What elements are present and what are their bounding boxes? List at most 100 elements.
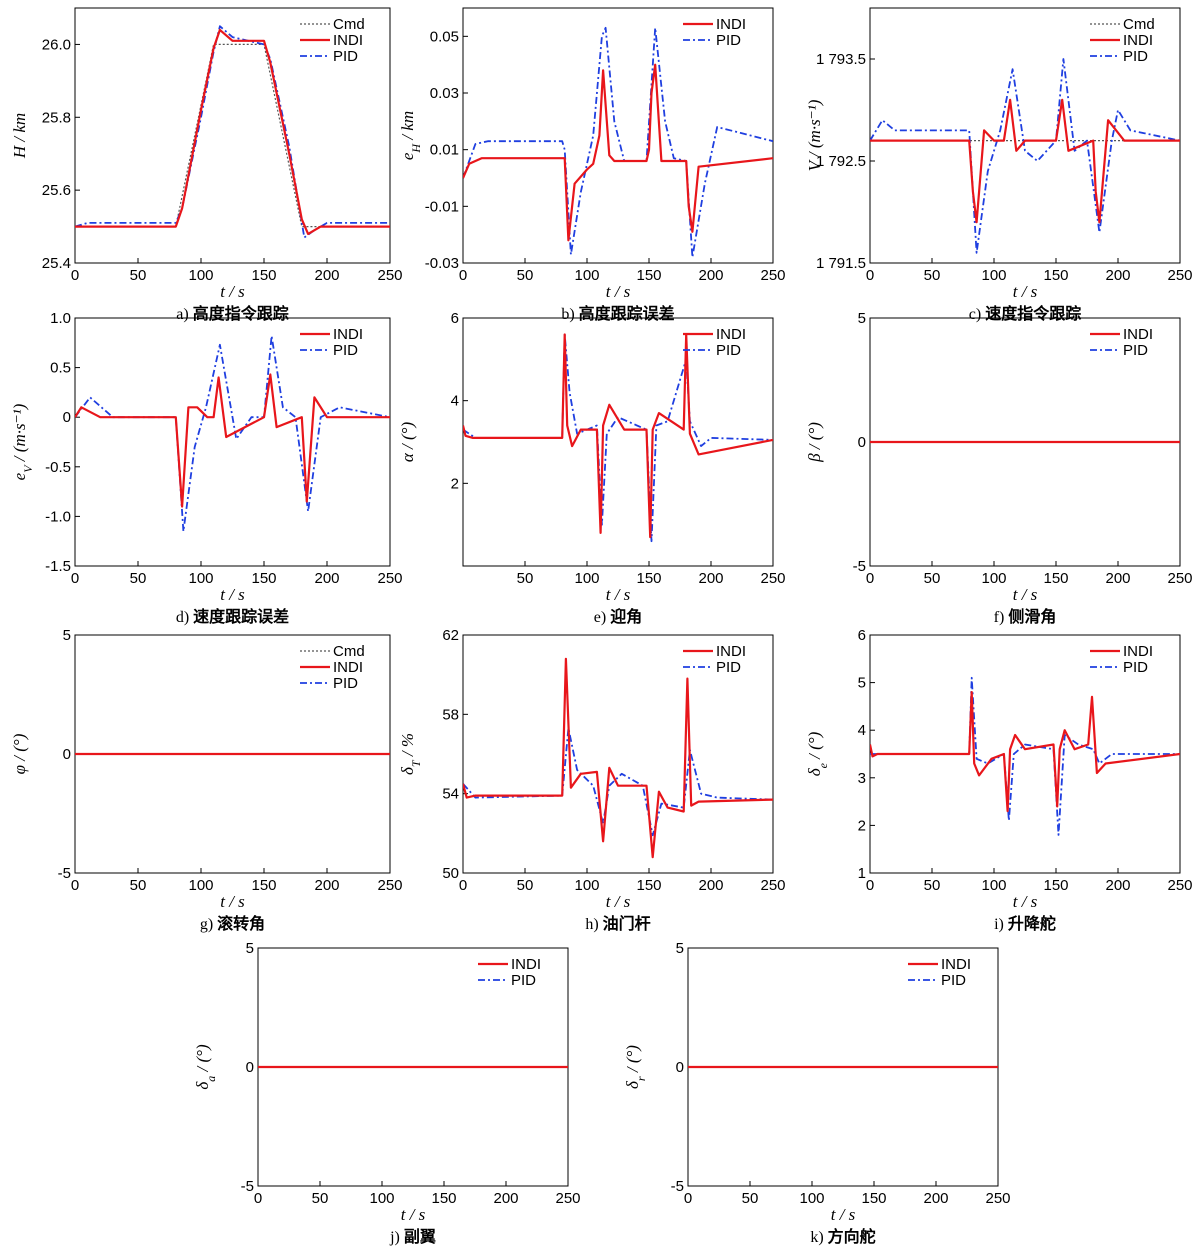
panel-h-axes-frame: [462, 634, 774, 874]
panel-g-x-axis-label: t / s: [220, 892, 245, 911]
panel-c-legend-label-cmd: Cmd: [1123, 16, 1155, 33]
panel-b-y-axis-label: eH / km: [398, 111, 423, 160]
panel-f-y-tick-label: 5: [858, 310, 866, 327]
panel-h-y-axis-label: δT / %: [398, 733, 423, 775]
panel-k-x-axis-label: t / s: [831, 1205, 856, 1224]
panel-b-y-tick-label: -0.01: [425, 198, 459, 215]
panel-h-series-pid: [463, 727, 773, 837]
panel-g-x-tick-label: 150: [251, 877, 276, 894]
panel-k-x-tick-label: 50: [742, 1190, 759, 1207]
panel-k-y-tick-label: 5: [676, 940, 684, 957]
panel-b-y-tick-label: 0.03: [430, 85, 459, 102]
panel-g-x-tick-label: 200: [314, 877, 339, 894]
panel-e-x-tick-label: 250: [760, 570, 785, 587]
panel-k-legend-label-indi: INDI: [941, 956, 971, 973]
panel-f-caption: f) 侧滑角: [994, 607, 1057, 626]
panel-i-y-tick-label: 1: [858, 865, 866, 882]
panel-c-x-tick-label: 250: [1167, 267, 1192, 284]
panel-c-y-tick-label: 1 791.5: [816, 255, 866, 272]
panel-h-x-tick-label: 150: [636, 877, 661, 894]
panel-b-series-indi: [463, 63, 773, 242]
panel-j-x-tick-label: 250: [555, 1190, 580, 1207]
panel-j-legend-label-indi: INDI: [511, 956, 541, 973]
panel-i-series-indi: [870, 690, 1180, 813]
panel-f-legend-label-indi: INDI: [1123, 326, 1153, 343]
panel-d-x-tick-label: 50: [130, 570, 147, 587]
panel-g-y-tick-label: 0: [63, 746, 71, 763]
panel-b-x-tick-label: 250: [760, 267, 785, 284]
panel-f-x-tick-label: 200: [1105, 570, 1130, 587]
panel-h-x-axis-label: t / s: [606, 892, 631, 911]
panel-d-y-tick-label: 0: [63, 409, 71, 426]
panel-d-y-tick-label: -1.0: [45, 508, 71, 525]
panel-c-x-tick-label: 50: [924, 267, 941, 284]
panel-d-axes-frame: [74, 317, 391, 567]
panel-e-x-axis-label: t / s: [606, 585, 631, 604]
panel-k-x-tick-label: 250: [985, 1190, 1010, 1207]
panel-g-y-tick-label: -5: [58, 865, 71, 882]
panel-a-axes-frame: [74, 7, 391, 264]
panel-f-x-tick-label: 100: [981, 570, 1006, 587]
panel-g-y-tick-label: 5: [63, 627, 71, 644]
panel-a-x-tick-label: 150: [251, 267, 276, 284]
panel-j-x-tick-label: 150: [431, 1190, 456, 1207]
panel-g-legend-label-cmd: Cmd: [333, 643, 365, 660]
panel-j-y-tick-label: 5: [246, 940, 254, 957]
panel-g-y-axis-label: φ / (°): [10, 733, 29, 774]
panel-d-y-axis-label: eV / (m·s⁻¹): [10, 403, 35, 480]
panel-e-legend-label-indi: INDI: [716, 326, 746, 343]
panel-i-series-pid: [870, 676, 1180, 836]
panel-i-y-tick-label: 5: [858, 675, 866, 692]
panel-e-y-tick-label: 4: [451, 393, 459, 410]
panel-d-x-tick-label: 0: [71, 570, 79, 587]
panel-a-series-cmd: [75, 43, 390, 228]
panel-h-y-tick-label: 58: [442, 706, 459, 723]
panel-h-x-tick-label: 100: [574, 877, 599, 894]
panel-h-legend-label-pid: PID: [716, 659, 741, 676]
panel-c: 0 50 100 150 200 250 1 791.5 1 792.5 1 793.5 CmdI…: [805, 7, 1193, 323]
panel-c-series-indi: [870, 98, 1180, 224]
panel-i-x-tick-label: 100: [981, 877, 1006, 894]
panel-k-y-tick-label: 0: [676, 1059, 684, 1076]
panel-d-legend-label-pid: PID: [333, 342, 358, 359]
panel-a-x-tick-label: 200: [314, 267, 339, 284]
panel-b-caption: b) 高度跟踪误差: [561, 304, 674, 323]
panel-a-y-tick-label: 25.4: [42, 255, 71, 272]
panel-b-legend-label-pid: PID: [716, 32, 741, 49]
panel-k-x-tick-label: 0: [684, 1190, 692, 1207]
panel-a-x-tick-label: 250: [377, 267, 402, 284]
panel-h-x-tick-label: 0: [459, 877, 467, 894]
panel-d-caption: d) 速度跟踪误差: [176, 607, 289, 626]
panel-h-x-tick-label: 50: [517, 877, 534, 894]
panel-a-caption: a) 高度指令跟踪: [176, 304, 288, 323]
panel-i-x-tick-label: 150: [1043, 877, 1068, 894]
panel-e-axes-frame: [462, 317, 774, 567]
panel-d-legend-label-indi: INDI: [333, 326, 363, 343]
panel-d-x-tick-label: 100: [188, 570, 213, 587]
panel-b-y-tick-label: -0.03: [425, 255, 459, 272]
panel-j-y-axis-label: δa / (°): [193, 1044, 218, 1090]
panel-g-x-tick-label: 0: [71, 877, 79, 894]
panel-k-x-tick-label: 100: [799, 1190, 824, 1207]
panel-c-x-tick-label: 150: [1043, 267, 1068, 284]
panel-i-y-tick-label: 4: [858, 722, 866, 739]
panel-k-x-tick-label: 200: [923, 1190, 948, 1207]
panel-g-legend-label-indi: INDI: [333, 659, 363, 676]
panel-f-x-tick-label: 50: [924, 570, 941, 587]
panel-g-x-tick-label: 50: [130, 877, 147, 894]
panel-i-x-tick-label: 250: [1167, 877, 1192, 894]
panel-k-caption: k) 方向舵: [810, 1227, 875, 1246]
panel-c-caption: c) 速度指令跟踪: [969, 304, 1081, 323]
panel-b-x-tick-label: 50: [517, 267, 534, 284]
panel-h-x-tick-label: 200: [698, 877, 723, 894]
panel-a-x-tick-label: 0: [71, 267, 79, 284]
panel-a-y-tick-label: 26.0: [42, 36, 71, 53]
panel-c-y-axis-label: V / (m·s⁻¹): [805, 99, 824, 171]
panel-j-caption: j) 副翼: [389, 1228, 436, 1246]
panel-c-series-pid: [870, 58, 1180, 254]
panel-d-y-tick-label: 1.0: [50, 310, 71, 327]
